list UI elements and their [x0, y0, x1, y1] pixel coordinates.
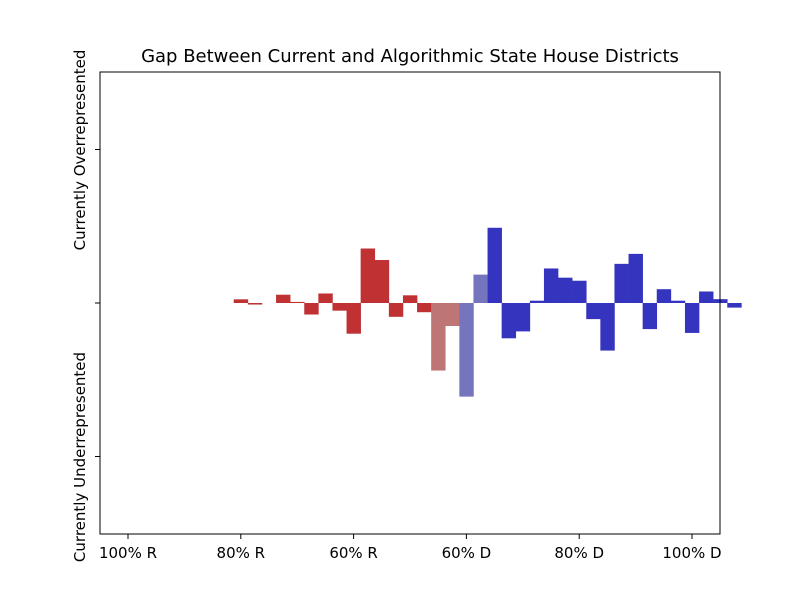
bar — [459, 303, 474, 397]
y-axis-label-underrepresented: Currently Underrepresented — [71, 352, 89, 562]
x-tick-label: 100% D — [662, 544, 721, 562]
bars-group — [233, 227, 742, 397]
x-tick-label: 60% R — [329, 544, 378, 562]
bar — [614, 263, 629, 303]
bar — [656, 289, 672, 303]
y-axis-label-overrepresented: Currently Overrepresented — [71, 50, 89, 251]
bar — [600, 303, 615, 351]
bar — [586, 303, 601, 320]
bar — [402, 295, 418, 303]
bar — [304, 303, 319, 315]
x-tick-label: 60% D — [442, 544, 492, 562]
bar — [699, 291, 714, 303]
bar — [247, 303, 263, 305]
bar — [670, 300, 686, 303]
bar — [417, 303, 432, 313]
chart-title: Gap Between Current and Algorithmic Stat… — [141, 46, 679, 67]
bar — [332, 303, 347, 311]
bar — [515, 303, 531, 332]
bar — [727, 303, 742, 308]
bar — [346, 303, 361, 334]
bar — [360, 248, 376, 303]
bar — [445, 303, 460, 327]
x-tick-label: 80% D — [554, 544, 604, 562]
bar — [501, 303, 517, 339]
bar — [431, 303, 446, 371]
bar — [684, 303, 700, 333]
bar — [529, 300, 545, 303]
bar — [318, 293, 333, 303]
bar — [473, 274, 488, 303]
bar — [233, 299, 249, 303]
x-tick-label: 100% R — [99, 544, 157, 562]
bar — [487, 227, 502, 303]
axes-group: 100% R 80% R 60% R 60% D 80% D 100% D — [95, 71, 722, 562]
bar — [290, 301, 305, 303]
bar — [374, 260, 390, 303]
bar — [642, 303, 658, 330]
bar — [388, 303, 404, 317]
bar — [543, 268, 559, 303]
bar — [628, 253, 643, 303]
x-tick-label: 80% R — [217, 544, 266, 562]
bar — [572, 280, 587, 303]
bar — [276, 294, 291, 303]
bar — [558, 277, 573, 303]
